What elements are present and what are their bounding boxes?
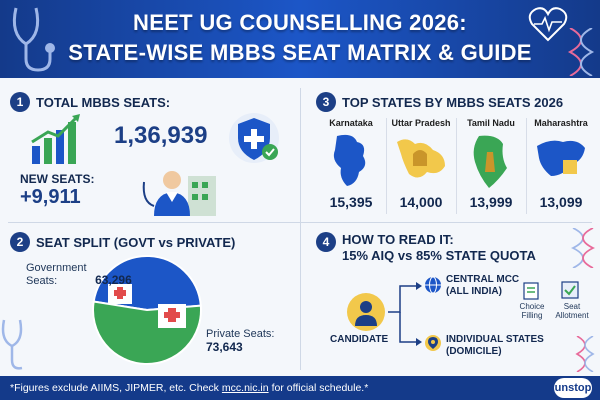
dna-icon xyxy=(570,228,596,268)
state-divider xyxy=(456,118,457,214)
mcc-link[interactable]: mcc.nic.in xyxy=(221,382,269,394)
section4-number: 4 xyxy=(316,232,336,252)
state-value: 14,000 xyxy=(399,194,443,210)
private-seats-label: Private Seats: 73,643 xyxy=(206,328,274,355)
header-title-line1: NEET UG COUNSELLING 2026: xyxy=(133,10,467,35)
dna-icon xyxy=(575,336,595,372)
total-seats-value: 1,36,939 xyxy=(114,122,208,149)
choice-line1: Choice xyxy=(519,302,545,311)
choice-filling-icon xyxy=(523,282,539,300)
section1-title: TOTAL MBBS SEATS: xyxy=(36,94,171,110)
section3-heading: 3 TOP STATES BY MBBS SEATS 2026 xyxy=(316,92,563,112)
footer: *Figures exclude AIIMS, JIPMER, etc. Che… xyxy=(0,376,600,400)
section2-title: SEAT SPLIT (GOVT vs PRIVATE) xyxy=(36,234,236,250)
footer-text-after: for official schedule.* xyxy=(271,382,369,394)
new-seats-label: NEW SEATS: xyxy=(20,172,95,186)
section3-title: TOP STATES BY MBBS SEATS 2026 xyxy=(342,94,564,110)
header-title-line2: STATE-WISE MBBS SEAT MATRIX & GUIDE xyxy=(68,40,532,65)
govt-seats-label-text: Government Seats: xyxy=(26,262,87,287)
seat-line2: Allotment xyxy=(555,311,589,320)
seat-line1: Seat xyxy=(563,302,581,311)
state-divider xyxy=(526,118,527,214)
hospital-icon xyxy=(108,284,132,304)
govt-seats-value: 63,296 xyxy=(95,273,132,287)
shield-plus-icon xyxy=(229,113,279,163)
seat-allotment-label: Seat Allotment xyxy=(550,302,594,320)
state-uttar-pradesh: Uttar Pradesh xyxy=(388,118,454,190)
state-divider xyxy=(386,118,387,214)
section2-number: 2 xyxy=(10,232,30,252)
individual-states-label: INDIVIDUAL STATES (DOMICILE) xyxy=(446,334,544,358)
choice-filling-label: Choice Filling xyxy=(512,302,552,320)
location-pin-icon xyxy=(425,335,441,351)
state-name: Maharashtra xyxy=(534,118,588,128)
header-banner: NEET UG COUNSELLING 2026: STATE-WISE MBB… xyxy=(0,0,600,78)
footer-text-before: *Figures exclude AIIMS, JIPMER, etc. Che… xyxy=(10,382,219,394)
private-seats-label-text: Private Seats: xyxy=(206,328,275,340)
new-seats-value: +9,911 xyxy=(20,186,81,208)
section4-title-line1: HOW TO READ IT: xyxy=(342,232,454,247)
stethoscope-icon xyxy=(12,7,55,72)
state-name: Uttar Pradesh xyxy=(391,118,451,128)
flow-arrows xyxy=(388,282,422,346)
uttar-pradesh-map-icon xyxy=(397,139,445,178)
section3-number: 3 xyxy=(316,92,336,112)
hospital-icon xyxy=(158,304,186,328)
section4-heading: 4 HOW TO READ IT: 15% AIQ vs 85% STATE Q… xyxy=(316,232,536,264)
section1-number: 1 xyxy=(10,92,30,112)
stethoscope-icon xyxy=(1,319,23,370)
state-name: Karnataka xyxy=(329,118,373,128)
state-value: 13,099 xyxy=(539,194,583,210)
candidate-label: CANDIDATE xyxy=(330,334,389,345)
states-line2: (DOMICILE) xyxy=(446,346,502,357)
state-value: 15,395 xyxy=(329,194,373,210)
karnataka-map-icon xyxy=(333,134,366,186)
govt-seats-label: Government Seats: 63,296 xyxy=(26,262,132,288)
private-seats-value: 73,643 xyxy=(206,340,243,354)
maharashtra-map-icon xyxy=(537,140,585,176)
state-value: 13,999 xyxy=(469,194,513,210)
globe-icon xyxy=(425,276,441,294)
central-mcc-label: CENTRAL MCC (ALL INDIA) xyxy=(446,274,519,298)
states-line1: INDIVIDUAL STATES xyxy=(446,334,544,345)
seat-allotment-icon xyxy=(561,281,579,299)
divider-horizontal xyxy=(8,222,592,223)
seat-split-pie-chart xyxy=(92,255,202,365)
growth-chart-icon xyxy=(31,114,80,164)
candidate-icon xyxy=(347,293,385,331)
section2-heading: 2 SEAT SPLIT (GOVT vs PRIVATE) xyxy=(10,232,235,252)
heartbeat-icon xyxy=(528,7,568,42)
choice-line2: Filling xyxy=(521,311,543,320)
state-karnataka: Karnataka xyxy=(318,118,384,190)
section1-heading: 1 TOTAL MBBS SEATS: xyxy=(10,92,170,112)
divider-vertical xyxy=(300,88,301,370)
state-maharashtra: Maharashtra xyxy=(528,118,594,190)
central-mcc-line2: (ALL INDIA) xyxy=(446,286,502,297)
tamil-nadu-map-icon xyxy=(473,135,507,188)
state-name: Tamil Nadu xyxy=(467,118,515,128)
doctor-icon xyxy=(142,171,216,216)
state-tamil-nadu: Tamil Nadu xyxy=(458,118,524,190)
section4-title-line2: 15% AIQ vs 85% STATE QUOTA xyxy=(342,248,536,263)
unstop-logo[interactable]: unstop xyxy=(554,378,592,398)
central-mcc-line1: CENTRAL MCC xyxy=(446,274,520,285)
dna-icon xyxy=(567,28,595,76)
